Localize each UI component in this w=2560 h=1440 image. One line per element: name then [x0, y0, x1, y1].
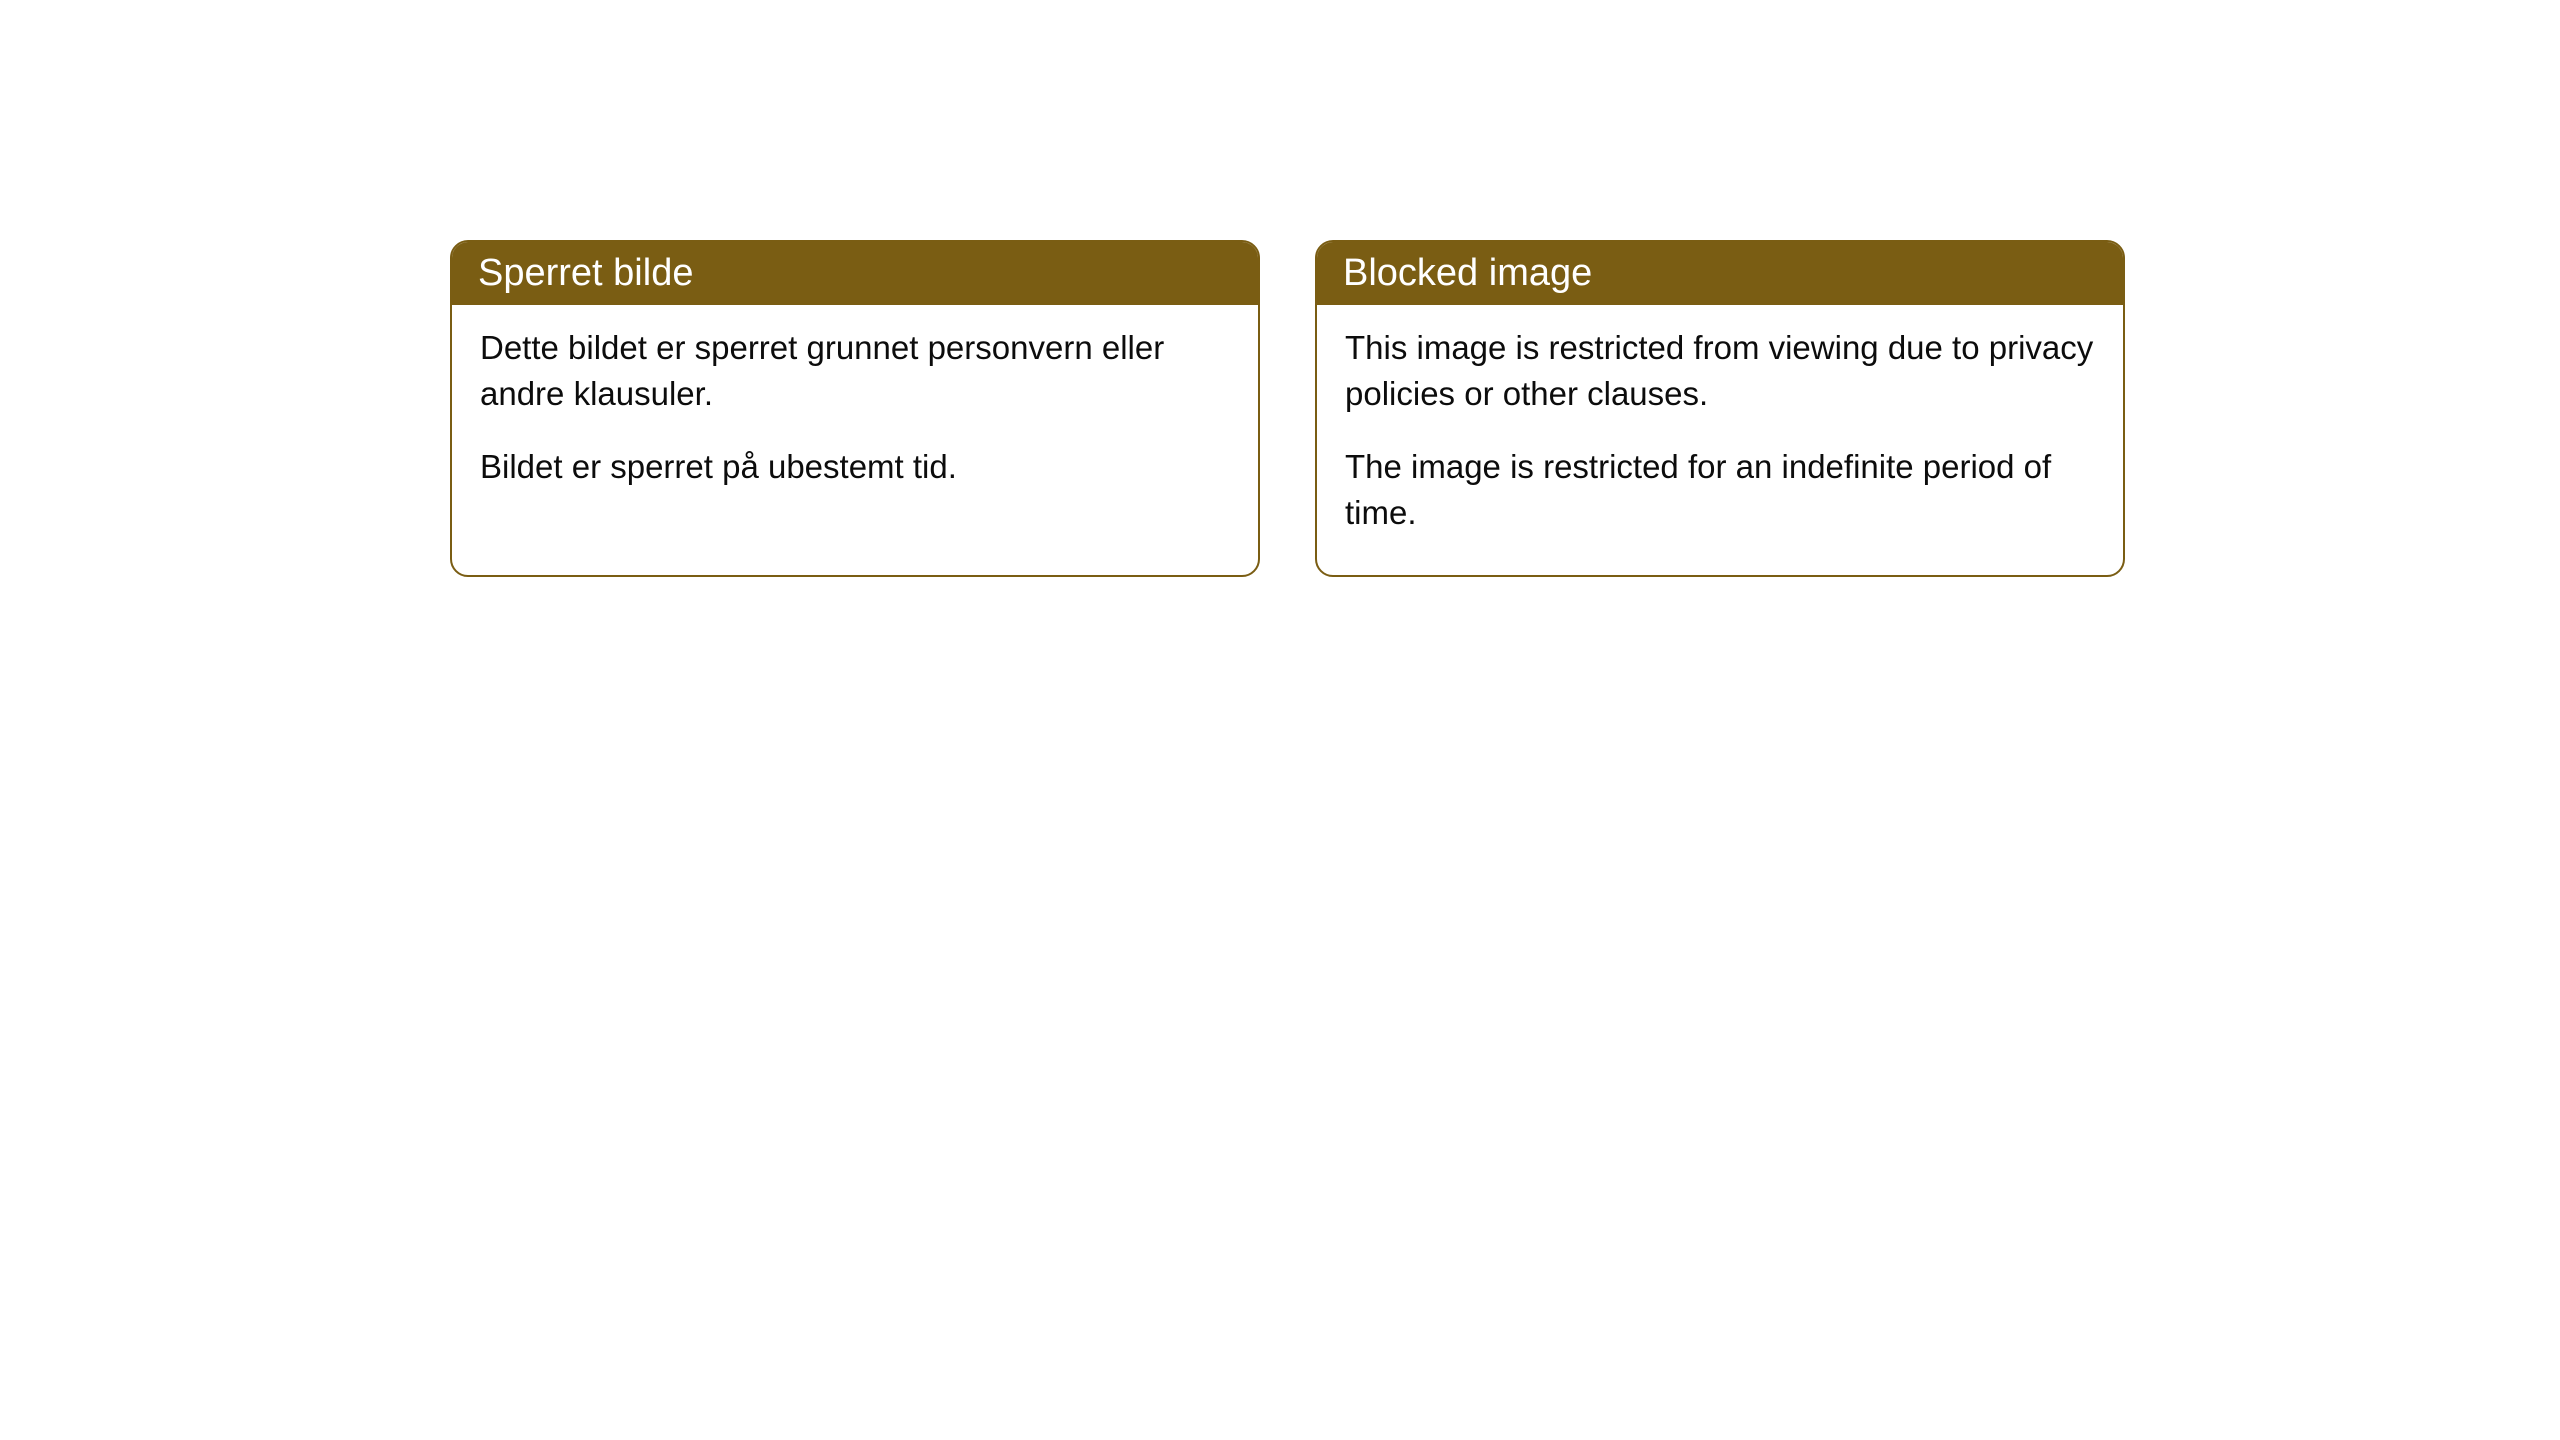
card-paragraph: The image is restricted for an indefinit…: [1345, 444, 2095, 535]
card-header: Sperret bilde: [452, 242, 1258, 305]
card-paragraph: This image is restricted from viewing du…: [1345, 325, 2095, 416]
card-title: Blocked image: [1343, 252, 1592, 294]
notice-cards-container: Sperret bilde Dette bildet er sperret gr…: [450, 240, 2125, 577]
blocked-image-card-norwegian: Sperret bilde Dette bildet er sperret gr…: [450, 240, 1260, 577]
card-body: Dette bildet er sperret grunnet personve…: [452, 305, 1258, 530]
card-paragraph: Bildet er sperret på ubestemt tid.: [480, 444, 1230, 490]
blocked-image-card-english: Blocked image This image is restricted f…: [1315, 240, 2125, 577]
card-header: Blocked image: [1317, 242, 2123, 305]
card-paragraph: Dette bildet er sperret grunnet personve…: [480, 325, 1230, 416]
card-title: Sperret bilde: [478, 252, 693, 294]
card-body: This image is restricted from viewing du…: [1317, 305, 2123, 575]
